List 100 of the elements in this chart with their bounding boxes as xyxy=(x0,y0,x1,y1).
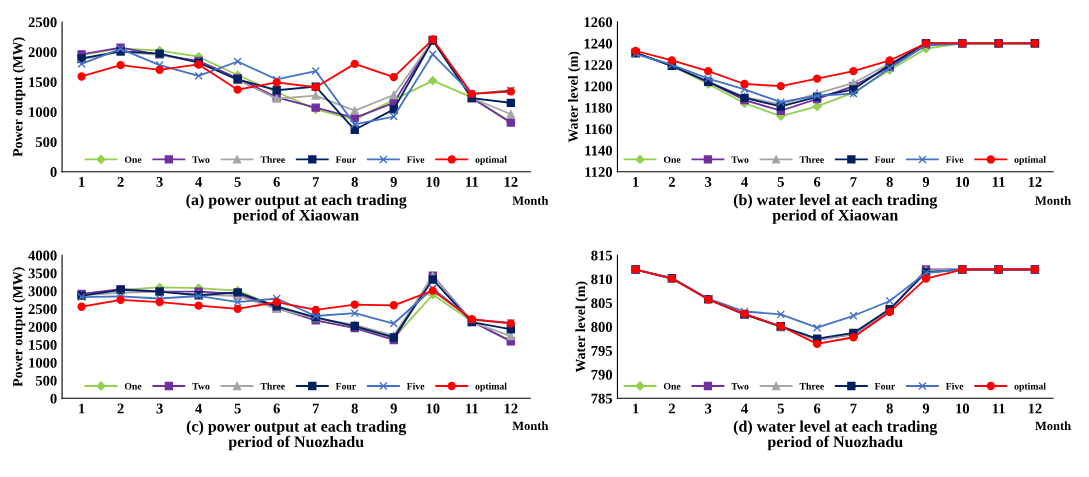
text: (b) water level at each trading period of Xiaowan xyxy=(733,193,938,224)
legend-label: Three xyxy=(799,382,824,390)
x-tick-label: 2 xyxy=(668,177,675,187)
x-tick-label: 8 xyxy=(351,403,358,414)
legend-label: optimal xyxy=(475,156,507,165)
x-tick-label: 7 xyxy=(312,177,320,187)
x-tick-label: 3 xyxy=(705,403,712,414)
legend-label: Two xyxy=(731,383,749,390)
text: (d) water level at each trading period of Nuozhadu xyxy=(733,420,938,451)
x-tick-label: 9 xyxy=(922,403,930,414)
x-tick-label: 12 xyxy=(1028,403,1042,414)
legend-label: One xyxy=(663,382,681,390)
legend-label: Five xyxy=(945,156,964,163)
x-tick-label: 2 xyxy=(668,403,675,414)
x-tick-label: 3 xyxy=(156,177,163,187)
x-tick-label: 10 xyxy=(956,177,970,187)
x-tick-label: 7 xyxy=(312,403,320,414)
legend-label: Five xyxy=(945,382,964,390)
x-tick-label: 9 xyxy=(390,177,397,187)
x-tick-label: 6 xyxy=(273,403,280,414)
legend-label: Two xyxy=(192,383,210,390)
legend-label: optimal xyxy=(1014,382,1046,392)
x-tick-label: 8 xyxy=(351,177,358,187)
y-axis-title: Water level (m) xyxy=(575,281,588,373)
y-tick-label: 1500 xyxy=(29,339,57,350)
x-tick-label: 11 xyxy=(466,403,478,414)
y-tick-label: 500 xyxy=(35,137,57,147)
y-tick-label: 1240 xyxy=(584,38,613,49)
y-tick-label: 1160 xyxy=(585,124,613,135)
y-tick-label: 0 xyxy=(50,167,57,177)
y-tick-label: 785 xyxy=(591,393,613,404)
text: Month xyxy=(1035,421,1071,431)
x-tick-label: 10 xyxy=(426,403,440,414)
x-tick-label: 5 xyxy=(234,403,241,414)
y-tick-label: 795 xyxy=(591,346,613,356)
legend-label: Four xyxy=(335,156,356,163)
x-tick-label: 5 xyxy=(234,177,241,187)
legend-label: One xyxy=(124,382,142,390)
y-tick-label: 2000 xyxy=(28,322,57,332)
legend-label: Two xyxy=(731,156,749,163)
legend-label: Four xyxy=(335,383,356,390)
y-axis-title: Power output (MW) xyxy=(12,37,26,157)
x-tick-label: 11 xyxy=(992,403,1005,414)
x-tick-label: 9 xyxy=(922,177,930,187)
x-tick-label: 11 xyxy=(466,177,478,187)
x-tick-label: 10 xyxy=(426,177,440,187)
legend-label: Two xyxy=(192,156,210,163)
x-tick-label: 12 xyxy=(504,177,518,187)
legend-label: Four xyxy=(874,383,895,390)
x-tick-label: 12 xyxy=(1028,177,1042,187)
y-tick-label: 1120 xyxy=(585,167,613,177)
legend-label: Three xyxy=(260,156,285,163)
y-tick-label: 3000 xyxy=(28,286,57,297)
x-tick-label: 6 xyxy=(813,177,821,187)
x-tick-label: 5 xyxy=(777,177,784,187)
x-tick-label: 4 xyxy=(195,403,203,414)
y-tick-label: 1000 xyxy=(29,357,57,368)
x-tick-label: 1 xyxy=(79,403,85,414)
y-tick-label: 1000 xyxy=(29,107,57,118)
text: Month xyxy=(1035,196,1071,205)
x-tick-label: 4 xyxy=(741,177,748,187)
legend-label: Three xyxy=(260,382,285,390)
legend-label: optimal xyxy=(475,382,507,392)
y-tick-label: 1200 xyxy=(584,81,613,92)
x-tick-label: 5 xyxy=(777,403,784,414)
x-tick-label: 3 xyxy=(156,403,163,414)
y-tick-label: 1500 xyxy=(29,77,57,88)
x-tick-label: 6 xyxy=(813,403,821,414)
y-tick-label: 2000 xyxy=(28,47,57,58)
x-tick-label: 1 xyxy=(79,177,85,187)
y-tick-label: 1140 xyxy=(585,145,613,156)
x-tick-label: 4 xyxy=(195,177,203,187)
y-tick-label: 1260 xyxy=(584,17,613,28)
x-tick-label: 12 xyxy=(504,403,518,414)
y-tick-label: 1220 xyxy=(584,60,613,70)
y-axis-title: Water level (m) xyxy=(568,51,581,143)
x-tick-label: 7 xyxy=(850,177,857,187)
y-tick-label: 805 xyxy=(591,298,613,309)
x-tick-label: 10 xyxy=(956,403,970,414)
y-tick-label: 3500 xyxy=(28,268,57,279)
text: (a) power output at each trading period of Xiaowan xyxy=(186,193,407,224)
y-tick-label: 815 xyxy=(591,250,613,261)
y-tick-label: 790 xyxy=(591,369,613,380)
x-tick-label: 8 xyxy=(886,403,893,414)
y-axis-title: Power output (MW) xyxy=(12,267,26,387)
x-tick-label: 2 xyxy=(117,177,124,187)
legend-label: Five xyxy=(406,156,425,163)
legend-label: Four xyxy=(874,156,895,163)
y-tick-label: 4000 xyxy=(28,250,57,261)
x-tick-label: 4 xyxy=(741,403,748,414)
legend-label: One xyxy=(663,156,681,163)
legend-label: Three xyxy=(799,156,824,163)
legend-label: optimal xyxy=(1014,156,1046,165)
x-tick-label: 3 xyxy=(705,177,712,187)
y-tick-label: 500 xyxy=(35,375,57,386)
text: Month xyxy=(512,196,549,205)
x-tick-label: 6 xyxy=(273,177,280,187)
x-tick-label: 1 xyxy=(633,177,639,187)
y-tick-label: 1180 xyxy=(585,102,613,113)
x-tick-label: 2 xyxy=(117,403,124,414)
